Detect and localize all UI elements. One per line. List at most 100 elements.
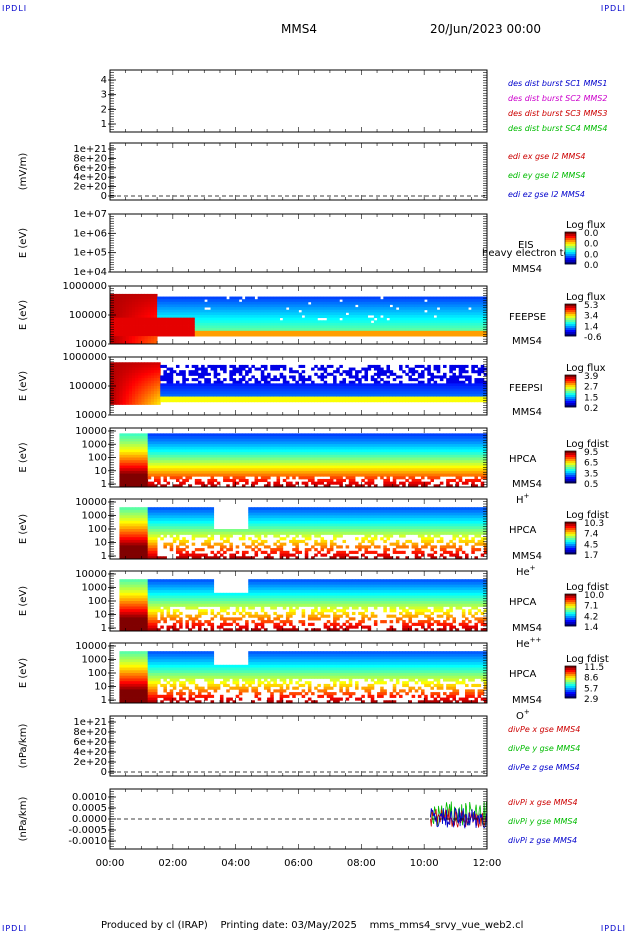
- heatmap-cell: [276, 457, 281, 461]
- heatmap-cell: [197, 454, 202, 458]
- heatmap-cell: [295, 473, 299, 477]
- heatmap-cell: [339, 372, 343, 376]
- heatmap-cell: [427, 399, 431, 403]
- heatmap-cell: [477, 328, 482, 332]
- heatmap-cell: [241, 460, 246, 464]
- heatmap-cell: [150, 481, 155, 485]
- heatmap-cell: [147, 312, 152, 316]
- heatmap-cell: [336, 307, 340, 311]
- heatmap-cell: [311, 312, 315, 316]
- heatmap-cell: [317, 375, 321, 379]
- heatmap-cell: [414, 388, 419, 392]
- heatmap-cell: [295, 446, 299, 450]
- heatmap-cell: [232, 299, 237, 303]
- heatmap-cell: [144, 449, 149, 453]
- heatmap-cell: [216, 322, 221, 326]
- heatmap-cell: [185, 317, 189, 321]
- heatmap-cell: [301, 441, 306, 445]
- heatmap-cell: [116, 399, 120, 403]
- heatmap-cell: [292, 436, 296, 440]
- heatmap-cell: [417, 393, 422, 397]
- heatmap-cell: [461, 388, 466, 392]
- heatmap-cell: [402, 304, 406, 308]
- heatmap-cell: [150, 364, 155, 368]
- heatmap-cell: [342, 378, 347, 382]
- heatmap-cell: [185, 441, 189, 445]
- heatmap-cell: [122, 438, 127, 442]
- heatmap-cell: [131, 330, 136, 334]
- heatmap-cell: [351, 383, 356, 387]
- heatmap-cell: [141, 393, 145, 397]
- heatmap-cell: [458, 330, 463, 334]
- heatmap-cell: [433, 388, 438, 392]
- heatmap-cell: [477, 386, 482, 390]
- heatmap-cell: [452, 396, 456, 400]
- heatmap-cell: [474, 325, 478, 329]
- heatmap-cell: [182, 309, 186, 313]
- heatmap-cell: [207, 372, 211, 376]
- header-date: 20/Jun/2023 00:00: [430, 22, 542, 36]
- heatmap-cell: [320, 312, 325, 316]
- heatmap-cell: [446, 304, 450, 308]
- heatmap-cell: [257, 468, 262, 472]
- heatmap-cell: [138, 468, 142, 472]
- heatmap-cell: [229, 312, 233, 316]
- heatmap-cell: [135, 393, 139, 397]
- heatmap-cell: [301, 383, 306, 387]
- heatmap-cell: [320, 388, 325, 392]
- heatmap-cell: [223, 301, 227, 305]
- heatmap-cell: [150, 391, 155, 395]
- heatmap-cell: [119, 481, 123, 485]
- heatmap-cell: [421, 296, 425, 300]
- heatmap-cell: [449, 322, 453, 326]
- heatmap-cell: [229, 317, 233, 321]
- heatmap-cell: [185, 436, 189, 440]
- heatmap-cell: [160, 328, 164, 332]
- heatmap-cell: [477, 299, 482, 303]
- heatmap-cell: [254, 470, 259, 474]
- heatmap-cell: [446, 315, 450, 319]
- heatmap-cell: [289, 436, 293, 440]
- heatmap-cell: [144, 338, 149, 342]
- heatmap-cell: [113, 383, 117, 387]
- heatmap-cell: [135, 438, 139, 442]
- heatmap-cell: [175, 315, 180, 319]
- heatmap-cell: [461, 312, 466, 316]
- heatmap-cell: [289, 312, 293, 316]
- heatmap-cell: [304, 460, 309, 464]
- heatmap-cell: [449, 312, 453, 316]
- heatmap-cell: [204, 315, 208, 319]
- heatmap-cell: [424, 396, 428, 400]
- heatmap-cell: [373, 386, 378, 390]
- heatmap-cell: [342, 301, 347, 305]
- heatmap-cell: [179, 307, 183, 311]
- heatmap-cell: [245, 481, 249, 485]
- heatmap-cell: [430, 317, 434, 321]
- heatmap-cell: [263, 309, 268, 313]
- heatmap-cell: [263, 468, 268, 472]
- heatmap-cell: [122, 388, 127, 392]
- heatmap-cell: [345, 309, 350, 313]
- heatmap-cell: [273, 441, 277, 445]
- heatmap-cell: [210, 299, 215, 303]
- heatmap-cell: [314, 484, 318, 488]
- heatmap-cell: [421, 375, 425, 379]
- heatmap-cell: [166, 393, 171, 397]
- heatmap-cell: [433, 312, 438, 316]
- heatmap-cell: [414, 396, 419, 400]
- heatmap-cell: [282, 462, 287, 466]
- heatmap-cell: [179, 393, 183, 397]
- heatmap-cell: [128, 322, 133, 326]
- heatmap-cell: [223, 457, 227, 461]
- heatmap-cell: [405, 320, 409, 324]
- heatmap-cell: [122, 460, 127, 464]
- heatmap-cell: [358, 312, 362, 316]
- heatmap-cell: [188, 325, 193, 329]
- heatmap-cell: [452, 367, 456, 371]
- heatmap-cell: [449, 317, 453, 321]
- heatmap-cell: [185, 396, 189, 400]
- heatmap-cell: [131, 380, 136, 384]
- heatmap-cell: [311, 449, 315, 453]
- heatmap-cell: [276, 465, 281, 469]
- heatmap-cell: [405, 333, 409, 337]
